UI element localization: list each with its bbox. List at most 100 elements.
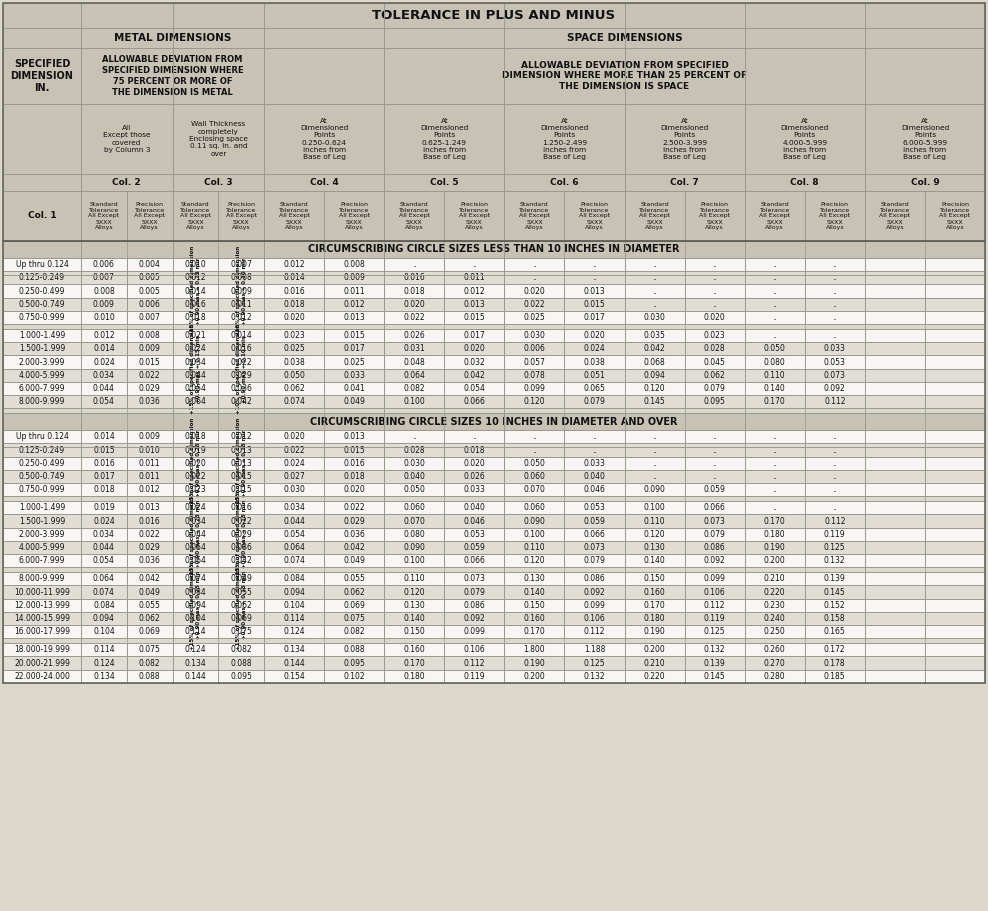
Bar — [264, 456, 324, 470]
Text: Col. 9: Col. 9 — [911, 178, 940, 187]
Bar — [745, 456, 805, 470]
Bar — [264, 311, 324, 324]
Bar — [685, 355, 745, 369]
Text: 0.124: 0.124 — [284, 627, 305, 636]
Bar — [126, 298, 173, 311]
Text: 0.170: 0.170 — [524, 627, 545, 636]
Text: 1.500-1.999: 1.500-1.999 — [19, 517, 65, 526]
Bar — [126, 572, 173, 586]
Text: 0.046: 0.046 — [463, 517, 485, 526]
Text: ..: .. — [773, 472, 778, 481]
Text: 0.015: 0.015 — [343, 331, 366, 340]
Text: 0.080: 0.080 — [403, 529, 425, 538]
Bar — [624, 554, 685, 568]
Bar — [925, 554, 985, 568]
Text: 0.006: 0.006 — [524, 344, 545, 353]
Text: Standard
Tolerance
All Except
5XXX
Alloys: Standard Tolerance All Except 5XXX Alloy… — [879, 201, 911, 230]
Bar — [173, 369, 218, 382]
Text: 0.170: 0.170 — [403, 659, 425, 668]
Bar — [685, 382, 745, 395]
Bar — [384, 271, 445, 284]
Text: 0.018: 0.018 — [403, 286, 425, 295]
Text: Col. 8: Col. 8 — [790, 178, 819, 187]
Text: 0.016: 0.016 — [138, 517, 160, 526]
Bar — [324, 444, 384, 456]
Text: 0.008: 0.008 — [230, 273, 252, 282]
Bar — [564, 329, 624, 343]
Bar — [126, 541, 173, 554]
Text: ..: .. — [773, 459, 778, 467]
Bar — [805, 191, 864, 241]
Bar — [173, 657, 218, 670]
Bar — [264, 554, 324, 568]
Text: 0.170: 0.170 — [764, 517, 785, 526]
Text: 0.024: 0.024 — [185, 344, 206, 353]
Bar — [805, 355, 864, 369]
Bar — [264, 541, 324, 554]
Bar — [685, 329, 745, 343]
Text: 0.125: 0.125 — [584, 659, 606, 668]
Text: ..: .. — [773, 331, 778, 340]
Text: 0.120: 0.120 — [644, 384, 665, 393]
Bar — [445, 311, 505, 324]
Bar — [264, 104, 384, 174]
Text: 0.028: 0.028 — [403, 445, 425, 455]
Bar — [218, 382, 264, 395]
Text: 0.025: 0.025 — [284, 344, 305, 353]
Bar — [126, 501, 173, 515]
Bar — [745, 572, 805, 586]
Bar — [218, 554, 264, 568]
Bar — [3, 382, 81, 395]
Bar — [3, 395, 81, 408]
Text: Precision
Tolerance
All Except
5XXX
Alloys: Precision Tolerance All Except 5XXX Allo… — [225, 201, 257, 230]
Bar — [3, 586, 81, 599]
Text: ..: .. — [712, 472, 717, 481]
Text: 0.145: 0.145 — [644, 397, 666, 406]
Bar — [81, 48, 264, 104]
Bar — [173, 515, 218, 527]
Bar — [324, 501, 384, 515]
Text: ..: .. — [652, 300, 657, 309]
Text: ..: .. — [712, 261, 717, 269]
Text: 0.015: 0.015 — [463, 312, 485, 322]
Bar — [805, 343, 864, 355]
Bar — [173, 174, 264, 191]
Text: 0.036: 0.036 — [343, 529, 366, 538]
Text: 0.130: 0.130 — [524, 574, 545, 583]
Text: 0.062: 0.062 — [138, 614, 160, 623]
Text: 0.018: 0.018 — [185, 433, 206, 441]
Text: Precision
Tolerance
All Except
5XXX
Alloys: Precision Tolerance All Except 5XXX Allo… — [940, 201, 970, 230]
Bar — [445, 284, 505, 298]
Text: ..: .. — [472, 261, 477, 269]
Text: 0.016: 0.016 — [185, 300, 206, 309]
Text: 0.154: 0.154 — [284, 671, 305, 681]
Bar — [3, 430, 81, 444]
Bar — [445, 258, 505, 271]
Bar — [864, 395, 925, 408]
Text: 1.800: 1.800 — [524, 645, 545, 654]
Text: ..: .. — [712, 433, 717, 441]
Bar — [445, 456, 505, 470]
Bar — [126, 657, 173, 670]
Bar — [218, 643, 264, 657]
Bar — [173, 355, 218, 369]
Text: 0.017: 0.017 — [584, 312, 606, 322]
Text: 1.188: 1.188 — [584, 645, 606, 654]
Bar — [218, 395, 264, 408]
Bar — [805, 599, 864, 612]
Text: 0.124: 0.124 — [185, 645, 206, 654]
Text: 0.022: 0.022 — [185, 472, 206, 481]
Text: ..: .. — [652, 433, 657, 441]
Bar — [218, 329, 264, 343]
Bar — [745, 586, 805, 599]
Text: SPECIFIED
DIMENSION
IN.: SPECIFIED DIMENSION IN. — [11, 59, 73, 93]
Bar — [564, 470, 624, 483]
Bar — [264, 174, 384, 191]
Bar — [925, 329, 985, 343]
Text: 0.144: 0.144 — [284, 659, 305, 668]
Bar — [264, 329, 324, 343]
Bar — [81, 298, 126, 311]
Text: 0.024: 0.024 — [284, 459, 305, 467]
Text: Precision
Tolerance
All Except
5XXX
Alloys: Precision Tolerance All Except 5XXX Allo… — [134, 201, 165, 230]
Text: ..: .. — [773, 312, 778, 322]
